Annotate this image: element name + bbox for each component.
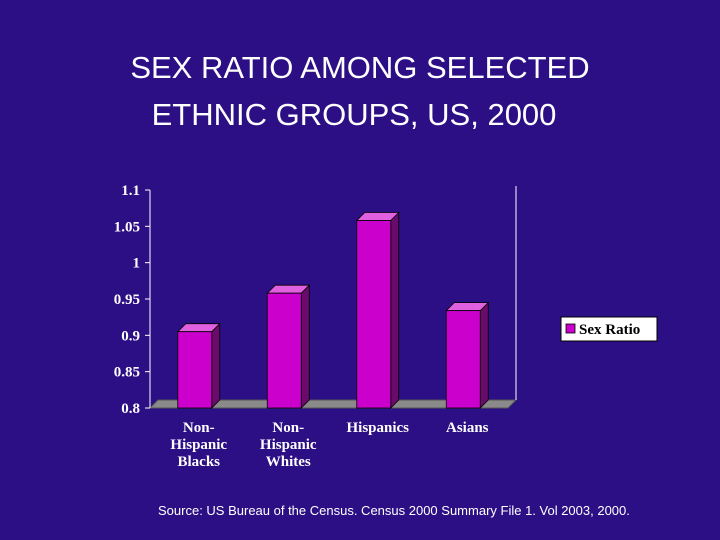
y-tick-label: 1.1 <box>121 183 140 199</box>
slide-title-line-1: SEX RATIO AMONG SELECTED <box>130 50 590 85</box>
y-tick-label: 1.05 <box>114 219 140 235</box>
y-tick-label: 0.8 <box>121 401 140 417</box>
bar-top <box>445 302 490 312</box>
bar <box>445 301 490 409</box>
y-tick-label: 0.95 <box>114 292 140 308</box>
source-note: Source: US Bureau of the Census. Census … <box>158 503 630 518</box>
bar-top <box>266 284 311 294</box>
x-category-label-line: Hispanic <box>260 437 317 453</box>
bar-top <box>355 212 400 221</box>
y-axis-ticks: 1.1 1.05 1 0.95 0.9 0.85 0.8 <box>114 183 150 417</box>
x-category-label: Asians <box>446 420 489 436</box>
y-tick-label: 0.85 <box>114 365 140 381</box>
bar-side <box>300 284 310 409</box>
chart-legend: Sex Ratio <box>560 316 658 342</box>
x-category-label-line: Non- <box>272 420 304 436</box>
x-category-label: Non-Hispanic Whites <box>260 420 317 470</box>
chart-bars <box>176 211 490 409</box>
x-category-label-line: Whites <box>266 454 311 470</box>
bar <box>355 211 400 409</box>
legend-box <box>560 316 658 342</box>
bar-top <box>176 323 221 333</box>
bar <box>176 322 221 409</box>
x-category-label: Hispanics <box>346 420 409 436</box>
y-tick-label: 0.9 <box>121 328 140 344</box>
x-category-label-line: Hispanics <box>346 420 409 436</box>
slide-title-line-2: ETHNIC GROUPS, US, 2000 <box>151 97 557 132</box>
x-category-label-line: Blacks <box>177 454 220 470</box>
x-category-label: Non-Hispanic Blacks <box>170 420 227 470</box>
bar-front <box>266 292 302 409</box>
y-tick-label: 1 <box>133 256 141 272</box>
bar <box>266 284 311 409</box>
legend-swatch <box>565 323 576 334</box>
bar-side <box>479 301 489 409</box>
x-category-label-line: Asians <box>446 420 489 436</box>
bar-side <box>211 322 221 409</box>
legend-label: Sex Ratio <box>579 322 640 338</box>
x-category-label-line: Non- <box>183 420 215 436</box>
x-category-label-line: Hispanic <box>170 437 227 453</box>
bar-front <box>177 331 213 409</box>
bar-side <box>390 211 400 409</box>
bar-front <box>356 220 392 409</box>
bar-front <box>445 310 481 409</box>
